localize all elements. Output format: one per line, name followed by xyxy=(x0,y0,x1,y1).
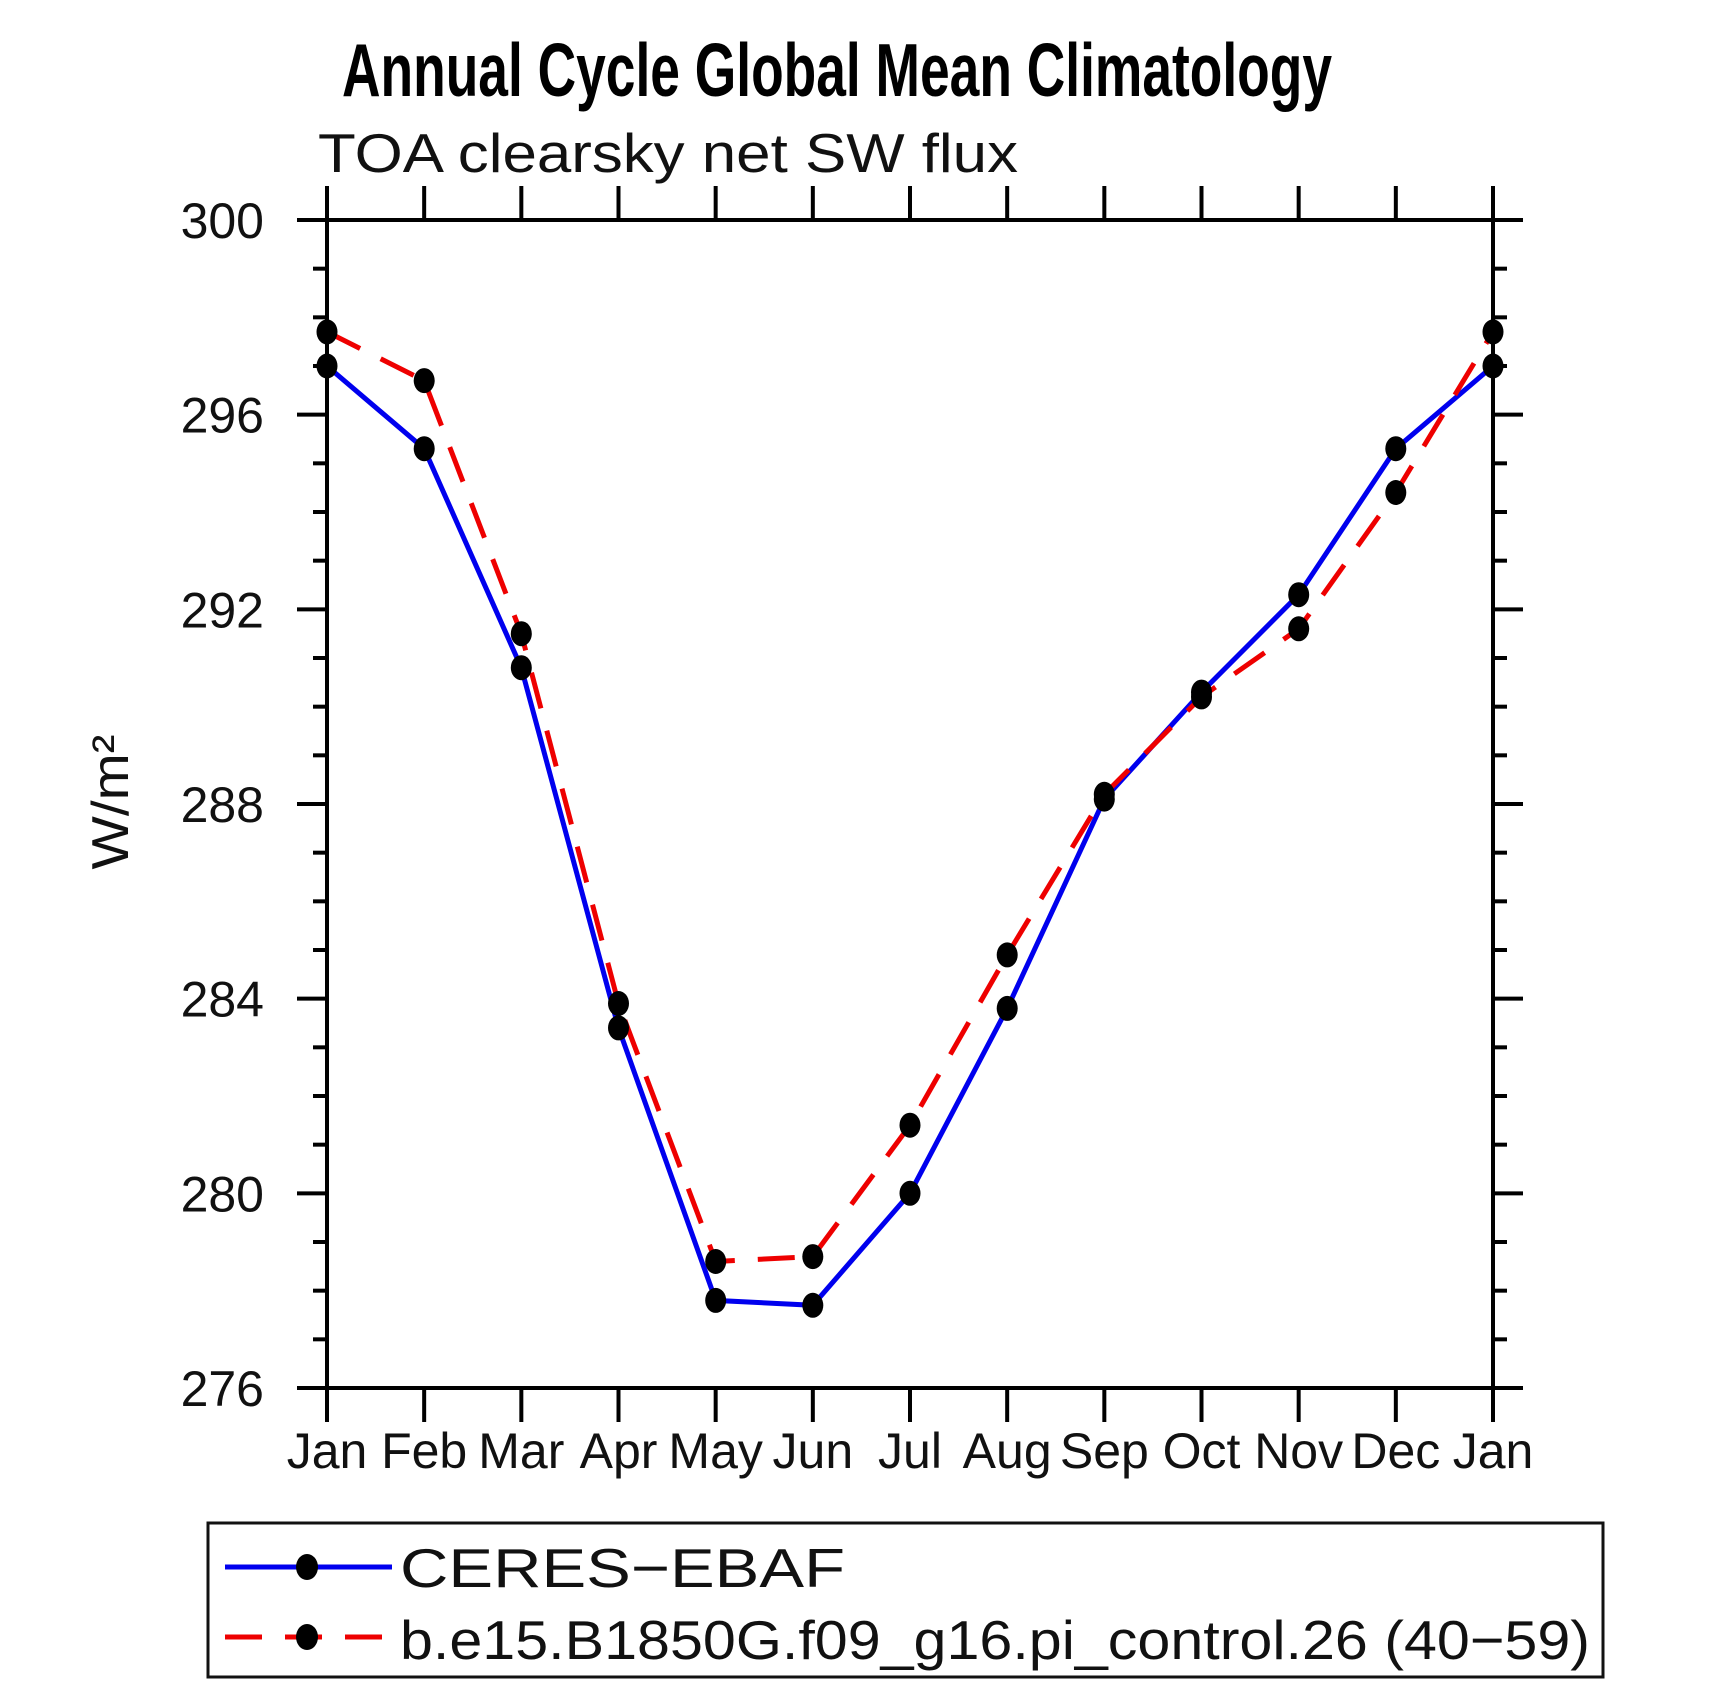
data-point-marker xyxy=(413,368,435,394)
legend-label-ceres-ebaf: CERES−EBAF xyxy=(400,1537,845,1599)
y-tick-label: 288 xyxy=(181,777,264,833)
data-point-marker xyxy=(996,942,1018,968)
x-tick-label: Nov xyxy=(1254,1423,1343,1479)
y-axis-ticks: 276 280 284 288 292 296 300 xyxy=(181,193,1523,1417)
x-tick-label: Jan xyxy=(1453,1423,1534,1479)
data-point-marker xyxy=(1385,436,1407,462)
data-point-marker xyxy=(608,1015,629,1041)
y-tick-label: 284 xyxy=(181,972,264,1028)
x-tick-label: Mar xyxy=(478,1423,564,1479)
data-point-marker xyxy=(608,991,629,1016)
y-tick-label: 300 xyxy=(181,193,264,249)
data-point-marker xyxy=(1288,582,1310,608)
data-point-marker xyxy=(510,621,532,647)
legend-label-model: b.e15.B1850G.f09_g16.pi_control.26 (40−5… xyxy=(400,1609,1590,1671)
x-tick-label: May xyxy=(668,1423,762,1479)
y-tick-label: 292 xyxy=(181,582,264,638)
x-tick-label: Jun xyxy=(773,1423,854,1479)
data-point-marker xyxy=(1093,781,1115,807)
data-point-marker xyxy=(705,1287,727,1313)
y-tick-label: 280 xyxy=(181,1166,264,1222)
legend-marker-model xyxy=(296,1624,318,1650)
data-point-marker xyxy=(802,1292,824,1318)
data-point-marker xyxy=(1288,616,1310,642)
chart-subtitle: TOA clearsky net SW flux xyxy=(318,122,1018,184)
data-point-marker xyxy=(802,1244,824,1270)
data-point-marker xyxy=(1482,353,1504,379)
x-tick-label: Apr xyxy=(580,1423,658,1479)
x-tick-label: Aug xyxy=(963,1423,1052,1479)
x-tick-label: Dec xyxy=(1351,1423,1440,1479)
data-point-marker xyxy=(996,995,1018,1021)
data-point-markers xyxy=(316,319,1504,1318)
data-point-marker xyxy=(510,655,532,681)
x-axis-ticks: Jan Feb Mar Apr May Jun Jul Aug Sep Oct Nov Dec Jan xyxy=(287,186,1534,1479)
x-tick-label: Jan xyxy=(287,1423,368,1479)
x-tick-label: Feb xyxy=(381,1423,467,1479)
data-point-marker xyxy=(899,1112,921,1138)
y-axis-unit-label: W/m² xyxy=(82,735,140,870)
data-point-marker xyxy=(316,319,338,345)
y-tick-label: 296 xyxy=(181,388,264,444)
legend-marker-ceres-ebaf xyxy=(296,1554,318,1580)
y-tick-label: 276 xyxy=(181,1361,264,1417)
legend-box xyxy=(206,1521,1605,1679)
data-point-marker xyxy=(1385,480,1407,505)
data-point-marker xyxy=(316,353,338,379)
chart-title: Annual Cycle Global Mean Climatology xyxy=(342,28,1332,112)
data-point-marker xyxy=(1191,684,1212,710)
legend: CERES−EBAF b.e15.B1850G.f09_g16.pi_contro… xyxy=(206,1521,1605,1679)
x-tick-label: Sep xyxy=(1060,1423,1149,1479)
x-tick-label: Oct xyxy=(1163,1423,1241,1479)
data-point-marker xyxy=(413,436,435,462)
data-point-marker xyxy=(899,1180,921,1206)
x-tick-label: Jul xyxy=(878,1423,942,1479)
data-point-marker xyxy=(705,1249,727,1274)
data-point-marker xyxy=(1482,319,1504,345)
